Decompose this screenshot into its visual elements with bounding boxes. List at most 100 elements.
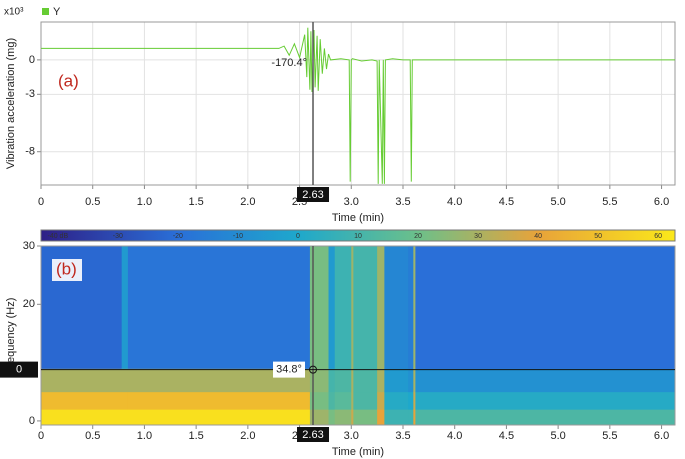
data-line: [41, 27, 675, 184]
x-tick-label: 4.5: [499, 196, 514, 208]
panel-label-box: [54, 71, 84, 93]
x-tick-label: 1.5: [188, 196, 203, 208]
heat-cell: [309, 409, 329, 426]
x-tick-label: 5.5: [602, 196, 617, 208]
readout-box: [0, 361, 38, 378]
x-tick-label: 1.5: [188, 430, 203, 442]
legend-swatch: [42, 8, 49, 15]
heat-cell: [351, 368, 354, 393]
colorbar-tick-label: 0: [296, 233, 300, 240]
y-tick-label: 0: [29, 54, 35, 66]
cursor-label: 2.63: [302, 429, 323, 441]
heat-cell: [353, 409, 378, 426]
heat-cell: [334, 368, 352, 393]
colorbar-tick-label: -20: [173, 233, 183, 240]
heat-cell: [408, 409, 414, 426]
y-axis-label: Vibration acceleration (mg): [5, 38, 17, 169]
annotation: -170.4°: [271, 57, 307, 69]
heat-cell: [408, 246, 414, 369]
x-tick-label: 5.0: [550, 430, 565, 442]
heat-cell: [413, 246, 416, 369]
x-tick-label: 4.5: [499, 430, 514, 442]
plot-frame: [40, 21, 676, 186]
heat-cell: [384, 391, 409, 410]
cursor-label-box: [297, 427, 330, 442]
panel-label: (b): [56, 259, 77, 278]
heat-cell: [377, 368, 385, 393]
panel-label-box: [52, 259, 82, 281]
x-tick-label: 2.0: [240, 196, 255, 208]
heat-cell: [415, 368, 676, 393]
x-tick-label: 1.0: [137, 196, 152, 208]
x-tick-label: 3.0: [344, 430, 359, 442]
x-tick-label: 3.5: [395, 196, 410, 208]
heat-cell: [413, 368, 416, 393]
heat-cell: [353, 246, 378, 369]
cursor-label: 2.63: [302, 189, 323, 201]
heat-cell: [309, 246, 329, 369]
heat-cell: [121, 368, 129, 393]
x-tick-label: 6.0: [654, 196, 669, 208]
x-tick-label: 3.0: [344, 196, 359, 208]
heat-cell: [334, 391, 352, 410]
heat-cell: [328, 246, 336, 369]
x-axis-label: Time (min): [332, 446, 384, 458]
heat-cell: [408, 368, 414, 393]
heat-cell: [415, 409, 676, 426]
annotation: 34.8°: [276, 364, 302, 376]
heat-cell: [384, 368, 409, 393]
plot-frame: [40, 245, 676, 426]
heat-cell: [328, 368, 336, 393]
colorbar-tick-label: 10: [354, 233, 362, 240]
heat-cell: [351, 409, 354, 426]
heat-cell: [334, 246, 352, 369]
heat-cell: [127, 391, 311, 410]
heat-cell: [415, 246, 676, 369]
colorbar-tick-label: -40 dB: [47, 233, 68, 240]
y-tick-label: 0: [29, 415, 35, 427]
heat-cell: [408, 391, 414, 410]
heat-cell: [351, 391, 354, 410]
heat-cell: [377, 246, 385, 369]
cursor-label-box: [297, 187, 330, 202]
heat-cell: [309, 368, 329, 393]
x-tick-label: 4.0: [447, 430, 462, 442]
y-tick-label: -8: [25, 146, 35, 158]
y-axis-label: Frequency (Hz): [5, 298, 17, 374]
x-tick-label: 0.5: [85, 196, 100, 208]
heat-cell: [413, 391, 416, 410]
colorbar: [40, 229, 676, 242]
x-tick-label: 4.0: [447, 196, 462, 208]
colorbar-tick-label: -30: [113, 233, 123, 240]
heat-cell: [121, 409, 129, 426]
panel-label: (a): [58, 71, 79, 90]
heat-cell: [309, 391, 329, 410]
heat-cell: [377, 391, 385, 410]
legend-label: Y: [53, 6, 61, 18]
x-tick-label: 6.0: [654, 430, 669, 442]
heat-cell: [41, 368, 123, 393]
heat-cell: [384, 409, 409, 426]
x-tick-label: 3.5: [395, 430, 410, 442]
colorbar-tick-label: 20: [414, 233, 422, 240]
heat-cell: [351, 246, 354, 369]
heat-cell: [121, 246, 129, 369]
x-tick-label: 0: [38, 196, 44, 208]
heat-cell: [127, 368, 311, 393]
heat-cell: [328, 409, 336, 426]
colorbar-tick-label: 40: [534, 233, 542, 240]
heat-cell: [41, 391, 123, 410]
annotation-box: [273, 361, 306, 378]
heat-cell: [41, 409, 123, 426]
colorbar-tick-label: -10: [233, 233, 243, 240]
y-unit: x10³: [4, 7, 24, 18]
y-tick-label: 30: [23, 240, 35, 252]
colorbar-tick-label: 30: [474, 233, 482, 240]
heat-cell: [334, 409, 352, 426]
heat-cell: [127, 246, 311, 369]
heat-cell: [353, 391, 378, 410]
heat-cell: [121, 391, 129, 410]
y-tick-label: 20: [23, 298, 35, 310]
readout-label: 0: [16, 364, 22, 376]
y-tick-label: -3: [25, 88, 35, 100]
